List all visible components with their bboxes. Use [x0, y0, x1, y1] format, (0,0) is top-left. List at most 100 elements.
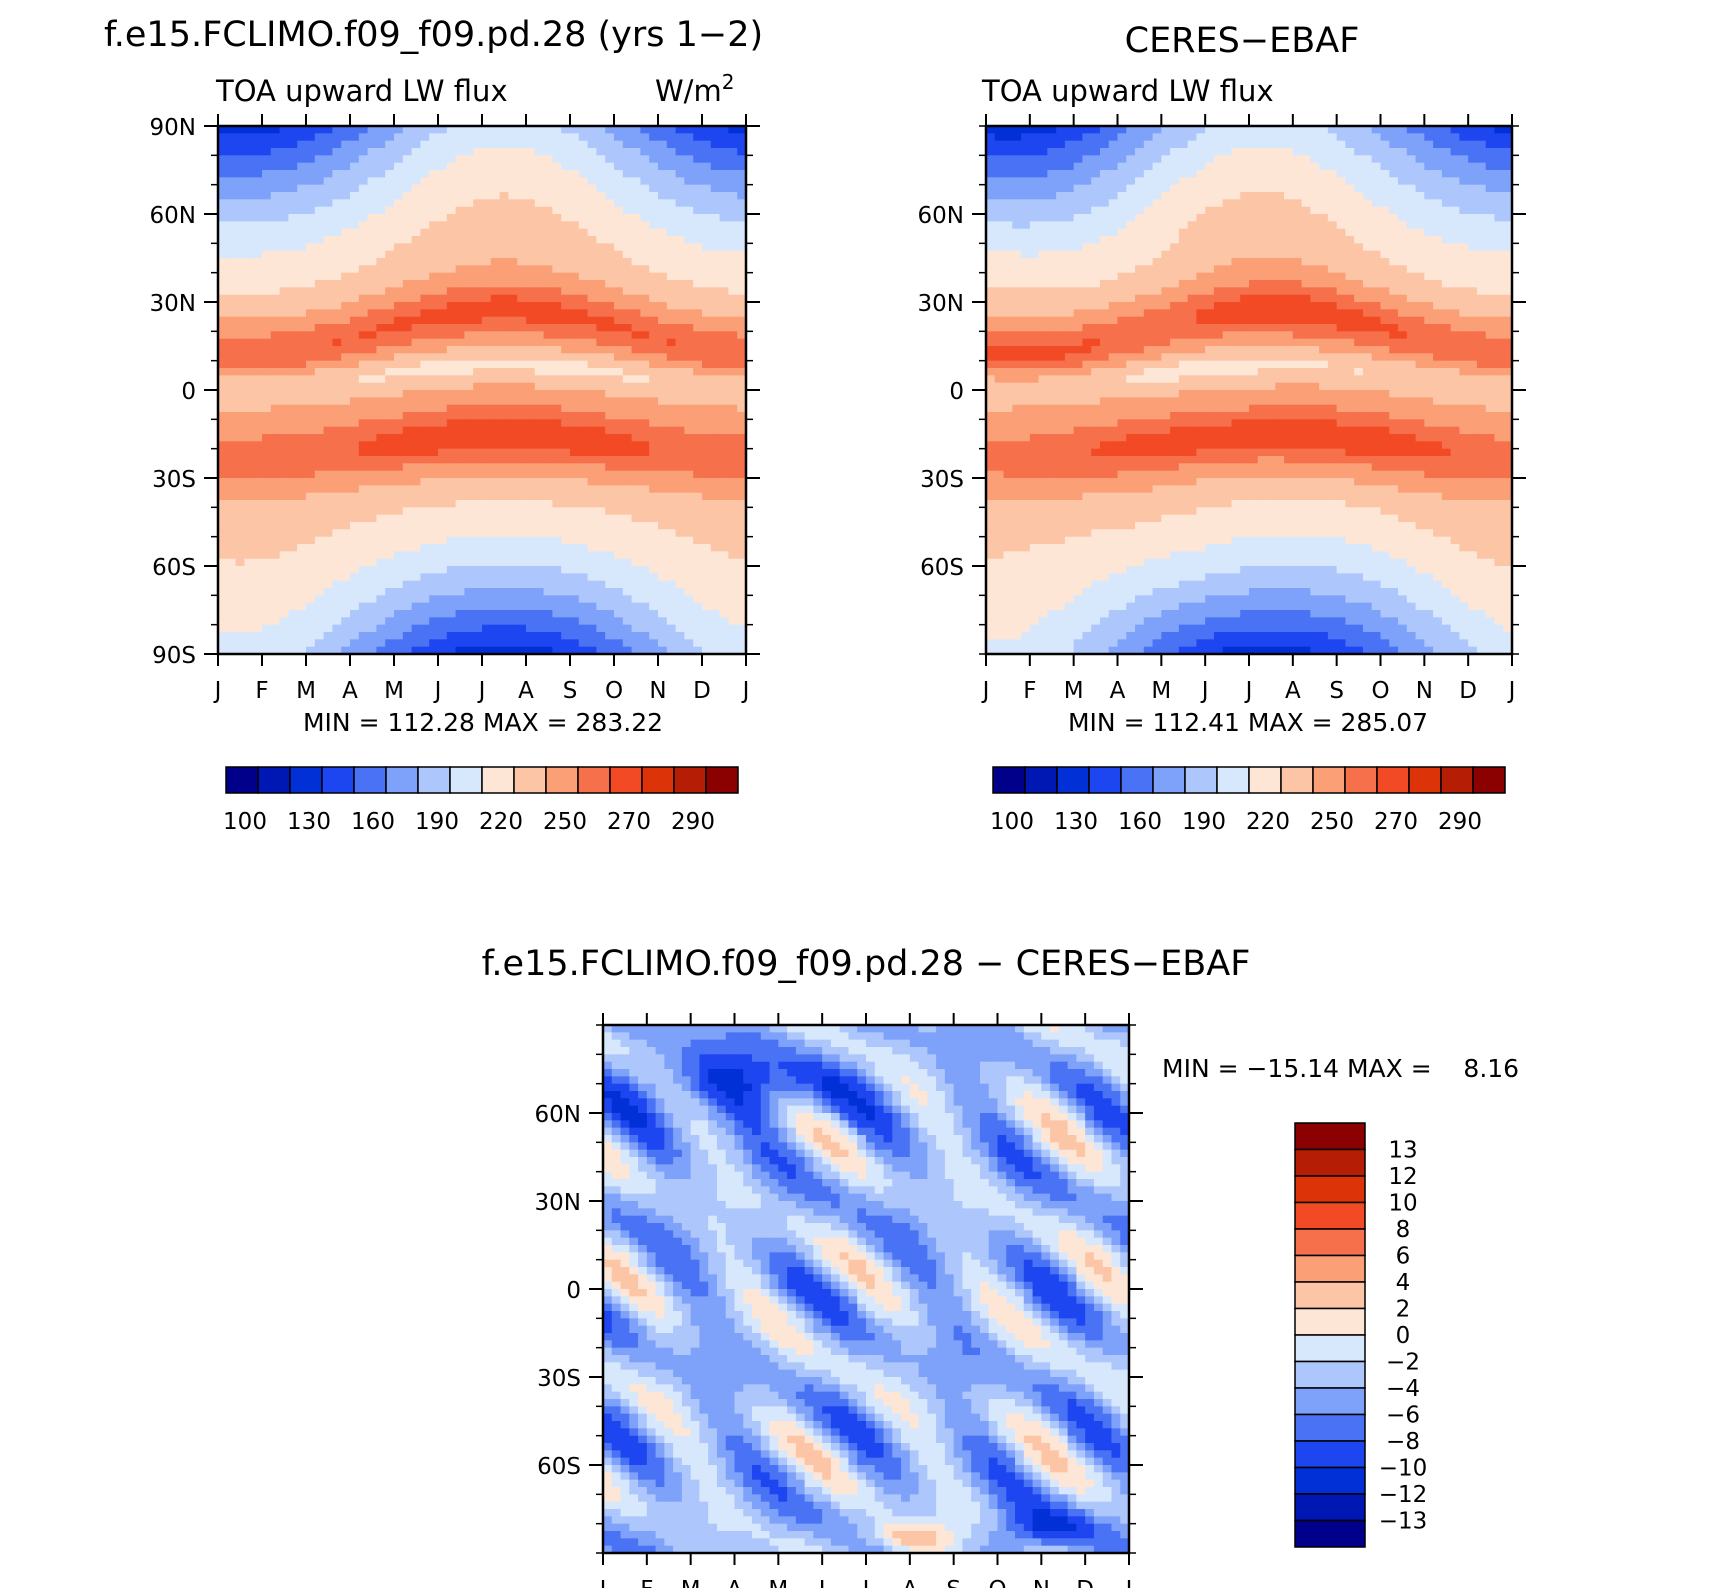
heatmap-cell [578, 485, 589, 494]
heatmap-cell [1021, 140, 1031, 149]
heatmap-cell [737, 500, 747, 508]
heatmap-cell [737, 397, 747, 406]
heatmap-cell [323, 441, 333, 450]
heatmap-cell [517, 434, 527, 442]
heatmap-cell [994, 544, 1005, 552]
heatmap-cell [986, 412, 996, 420]
heatmap-cell [394, 243, 404, 252]
heatmap-cell [332, 573, 342, 582]
heatmap-cell [402, 206, 413, 215]
heatmap-cell [605, 536, 615, 545]
heatmap-cell [446, 302, 457, 310]
heatmap-cell [367, 265, 377, 274]
heatmap-cell [446, 236, 457, 244]
heatmap-cell [578, 419, 589, 428]
heatmap-cell [640, 485, 650, 494]
heatmap-cell [684, 375, 694, 384]
heatmap-cell [684, 302, 694, 310]
heatmap-cell [376, 228, 386, 237]
heatmap-cell [323, 346, 333, 354]
heatmap-cell [482, 140, 492, 149]
heatmap-cell [244, 595, 254, 604]
heatmap-cell [482, 426, 492, 435]
heatmap-cell [543, 287, 553, 296]
heatmap-cell [297, 485, 307, 494]
heatmap-cell [226, 522, 237, 530]
heatmap-cell [570, 243, 580, 252]
heatmap-cell [631, 390, 641, 398]
heatmap-cell [394, 302, 404, 310]
heatmap-cell [675, 126, 685, 134]
heatmap-cell [288, 331, 298, 340]
heatmap-cell [482, 250, 492, 259]
heatmap-cell [649, 382, 659, 391]
heatmap-cell [270, 646, 281, 655]
heatmap-cell [226, 133, 237, 142]
heatmap-cell [473, 331, 483, 340]
heatmap-cell [262, 500, 272, 508]
heatmap-cell [235, 382, 245, 391]
heatmap-cell [385, 331, 395, 340]
heatmap-cell [1038, 228, 1048, 237]
heatmap-cell [543, 199, 553, 208]
heatmap-cell [614, 639, 624, 648]
heatmap-cell [490, 155, 501, 164]
heatmap-cell [402, 228, 413, 237]
heatmap-cell [385, 514, 395, 523]
heatmap-cell [1012, 148, 1022, 156]
heatmap-cell [543, 522, 553, 530]
heatmap-cell [578, 360, 589, 369]
heatmap-cell [420, 302, 430, 310]
heatmap-cell [1012, 529, 1022, 538]
heatmap-cell [499, 184, 509, 193]
heatmap-cell [649, 177, 659, 186]
heatmap-cell [314, 258, 325, 266]
heatmap-cell [288, 287, 298, 296]
heatmap-cell [693, 140, 703, 149]
heatmap-cell [288, 470, 298, 479]
heatmap-cell [402, 375, 413, 384]
heatmap-cell [394, 316, 404, 325]
heatmap-cell [314, 228, 325, 237]
heatmap-cell [358, 397, 369, 406]
heatmap-cell [420, 280, 430, 288]
heatmap-cell [438, 404, 448, 413]
heatmap-cell [587, 602, 597, 611]
heatmap-cell [1029, 595, 1040, 604]
heatmap-cell [570, 470, 580, 479]
heatmap-cell [737, 544, 747, 552]
heatmap-cell [552, 360, 562, 369]
heatmap-cell [666, 382, 677, 391]
heatmap-cell [262, 206, 272, 215]
heatmap-cell [385, 470, 395, 479]
heatmap-cell [543, 426, 553, 435]
heatmap-cell [622, 551, 633, 560]
heatmap-cell [649, 639, 659, 648]
heatmap-cell [482, 324, 492, 332]
units-text: W/m [655, 74, 722, 108]
heatmap-cell [1012, 573, 1022, 582]
heatmap-cell [235, 624, 245, 633]
heatmap-cell [702, 617, 712, 626]
heatmap-cell [270, 294, 281, 303]
heatmap-cell [499, 294, 509, 303]
heatmap-cell [473, 148, 483, 156]
heatmap-cell [1021, 632, 1031, 640]
heatmap-cell [693, 206, 703, 215]
heatmap-cell [986, 514, 996, 523]
heatmap-cell [561, 602, 571, 611]
heatmap-cell [702, 419, 712, 428]
heatmap-cell [719, 272, 729, 281]
heatmap-cell [1021, 478, 1031, 486]
heatmap-cell [1012, 353, 1022, 362]
heatmap-cell [288, 184, 298, 193]
heatmap-cell [710, 397, 721, 406]
heatmap-cell [499, 646, 509, 655]
heatmap-cell [1038, 360, 1048, 369]
heatmap-cell [693, 346, 703, 354]
heatmap-cell [710, 126, 721, 134]
heatmap-cell [693, 456, 703, 464]
heatmap-cell [666, 206, 677, 215]
heatmap-cell [622, 470, 633, 479]
heatmap-cell [499, 140, 509, 149]
